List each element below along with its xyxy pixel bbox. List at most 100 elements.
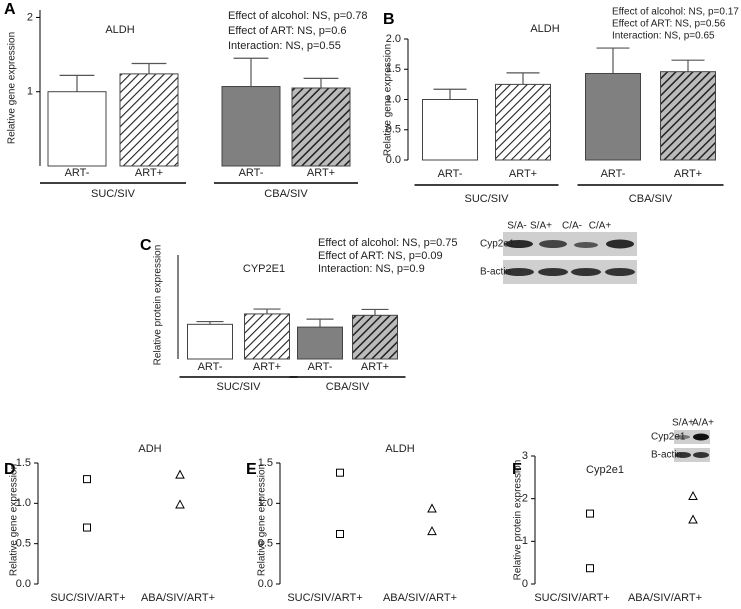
point <box>688 490 698 501</box>
x-tick-label: ART- <box>601 168 626 180</box>
western-blot <box>674 430 710 462</box>
point <box>175 469 185 479</box>
x-tick-label: SUC/SIV/ART+ <box>534 592 609 604</box>
x-tick-label: SUC/SIV/ART+ <box>287 592 362 604</box>
x-tick-label: ART+ <box>674 168 702 180</box>
annotation: Effect of ART: NS, p=0.09 <box>318 250 443 262</box>
panel-letter: E <box>246 461 257 478</box>
bar <box>244 313 290 360</box>
y-axis-label: Relative protein expression <box>513 460 524 581</box>
point <box>427 526 437 536</box>
panel-letter: F <box>512 461 522 478</box>
y-tick-label: 1.0 <box>258 497 273 509</box>
x-tick-label: ART- <box>65 167 90 179</box>
point <box>336 468 344 477</box>
y-tick-label: 1.0 <box>16 497 31 509</box>
point <box>586 509 594 518</box>
y-tick-label: 1.0 <box>386 93 401 105</box>
bar <box>585 72 641 161</box>
x-tick-label: ART+ <box>509 168 537 180</box>
bar <box>291 87 351 167</box>
x-tick-label: ART+ <box>307 167 335 179</box>
x-tick-label: ART+ <box>135 167 163 179</box>
x-tick-label: ABA/SIV/ART+ <box>141 592 215 604</box>
y-tick-label: 0.0 <box>386 154 401 166</box>
group-label: SUC/SIV <box>464 193 509 205</box>
blot-row-label: B-actin <box>651 450 682 461</box>
western-blot <box>503 232 637 284</box>
y-axis-label: Relative gene expression <box>257 464 268 576</box>
x-tick-label: ART- <box>438 168 463 180</box>
y-tick-label: 1 <box>27 86 33 98</box>
point <box>83 523 91 532</box>
panel-letter: D <box>4 461 16 478</box>
y-axis-label: Relative gene expression <box>383 44 394 156</box>
y-axis-label: Relative gene expression <box>9 464 20 576</box>
blot-lane-label: S/A+ <box>530 221 552 232</box>
group-label: CBA/SIV <box>264 188 308 200</box>
bar <box>352 314 398 360</box>
x-tick-label: ART- <box>239 167 264 179</box>
blot-row-label: Cyp2e1 <box>480 239 515 250</box>
y-tick-label: 0.5 <box>258 538 273 550</box>
bar <box>660 71 716 161</box>
group-label: CBA/SIV <box>629 193 673 205</box>
point <box>175 499 185 509</box>
bar <box>422 99 478 161</box>
y-tick-label: 0.5 <box>386 124 401 136</box>
bar <box>187 323 233 360</box>
chart-title: ADH <box>138 443 161 455</box>
chart-title: ALDH <box>385 443 414 455</box>
y-tick-label: 1.5 <box>386 63 401 75</box>
annotation: Effect of alcohol: NS, p=0.17 <box>612 7 739 18</box>
x-tick-label: ABA/SIV/ART+ <box>383 592 457 604</box>
annotation: Interaction: NS, p=0.55 <box>228 40 341 52</box>
chart-title: ALDH <box>105 24 134 36</box>
panel-letter: C <box>140 237 152 254</box>
y-tick-label: 0 <box>522 578 528 590</box>
y-tick-label: 0.5 <box>16 538 31 550</box>
bar <box>495 83 551 161</box>
blot-row-label: B-actin <box>480 267 511 278</box>
x-tick-label: ART- <box>198 361 223 373</box>
y-axis-label: Relative gene expression <box>7 32 18 144</box>
blot-lane-label: A/A+ <box>692 418 714 429</box>
group-label: SUC/SIV <box>91 188 136 200</box>
x-tick-label: ART- <box>308 361 333 373</box>
panel-letter: B <box>383 11 395 28</box>
x-tick-label: ABA/SIV/ART+ <box>628 592 702 604</box>
annotation: Effect of alcohol: NS, p=0.78 <box>228 10 368 22</box>
point <box>427 503 437 513</box>
group-label: SUC/SIV <box>216 381 261 393</box>
annotation: Effect of ART: NS, p=0.56 <box>612 19 726 30</box>
y-tick-label: 2 <box>522 493 528 505</box>
blot-lane-label: S/A- <box>507 221 526 232</box>
point <box>688 514 698 524</box>
bar <box>297 326 343 360</box>
y-tick-label: 0.0 <box>258 578 273 590</box>
y-tick-label: 0.0 <box>16 578 31 590</box>
x-tick-label: ART+ <box>253 361 281 373</box>
x-tick-label: ART+ <box>361 361 389 373</box>
blot-lane-label: C/A+ <box>589 221 612 232</box>
bar <box>221 86 281 167</box>
annotation: Effect of alcohol: NS, p=0.75 <box>318 237 458 249</box>
y-tick-label: 1.5 <box>258 457 273 469</box>
bar <box>119 73 179 167</box>
panel-letter: A <box>4 1 16 18</box>
annotation: Effect of ART: NS, p=0.6 <box>228 25 347 37</box>
point <box>586 564 594 573</box>
y-axis-label: Relative protein expression <box>153 245 164 366</box>
y-tick-label: 1.5 <box>16 457 31 469</box>
blot-row-label: Cyp2e1 <box>651 432 686 443</box>
blot-lane-label: S/A+ <box>672 418 694 429</box>
bar <box>47 91 107 167</box>
x-tick-label: SUC/SIV/ART+ <box>50 592 125 604</box>
y-tick-label: 2.0 <box>386 33 401 45</box>
chart-title: ALDH <box>530 23 559 35</box>
group-label: CBA/SIV <box>326 381 370 393</box>
point <box>336 529 344 538</box>
y-tick-label: 1 <box>522 535 528 547</box>
point <box>83 475 91 484</box>
chart-title: CYP2E1 <box>243 263 285 275</box>
